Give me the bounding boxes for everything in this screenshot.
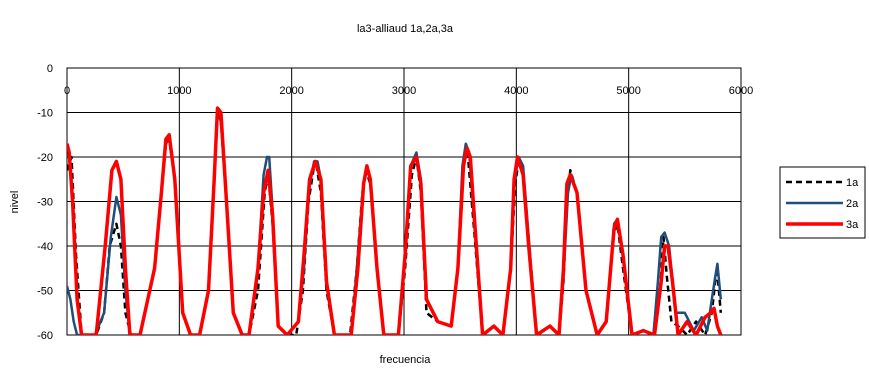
grid-layer (66, 67, 742, 336)
plot-area (66, 67, 742, 336)
y-tick-label: -40 (37, 241, 53, 253)
chart-title: la3-alliaud 1a,2a,3a (357, 23, 454, 35)
y-tick-label: -50 (37, 286, 53, 298)
x-tick-label: 2000 (279, 85, 303, 97)
x-tick-label: 0 (64, 85, 70, 97)
y-tick-label: -10 (37, 108, 53, 120)
series-line-3a (67, 106, 723, 335)
legend-label-1a: 1a (846, 177, 859, 189)
x-tick-label: 6000 (729, 85, 753, 97)
x-tick-label: 3000 (392, 85, 416, 97)
y-tick-label: -60 (37, 330, 53, 342)
y-tick-label: 0 (47, 63, 53, 75)
x-axis-label: frecuencia (380, 354, 432, 366)
x-tick-label: 5000 (616, 85, 640, 97)
y-tick-label: -30 (37, 197, 53, 209)
x-tick-label: 4000 (504, 85, 528, 97)
series-layer (67, 106, 723, 335)
y-axis-label: nivel (9, 191, 21, 214)
chart-legend: 1a 2a 3a (779, 166, 866, 239)
y-tick-label: -20 (37, 152, 53, 164)
y-axis-ticks: 0 -10 -20 -30 -40 -50 -60 (37, 63, 53, 342)
x-tick-label: 1000 (167, 85, 191, 97)
x-axis-ticks: 0 1000 2000 3000 4000 5000 6000 (64, 85, 753, 97)
legend-label-3a: 3a (846, 219, 859, 231)
legend-label-2a: 2a (846, 198, 859, 210)
plot-frame (66, 67, 742, 336)
